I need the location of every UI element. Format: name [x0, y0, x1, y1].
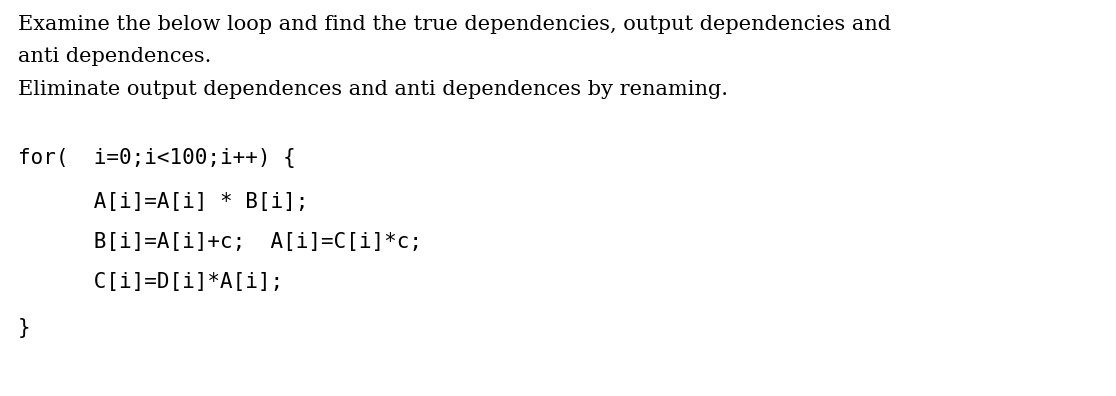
Text: C[i]=D[i]*A[i];: C[i]=D[i]*A[i];	[18, 272, 283, 292]
Text: anti dependences.: anti dependences.	[18, 47, 211, 66]
Text: Eliminate output dependences and anti dependences by renaming.: Eliminate output dependences and anti de…	[18, 80, 728, 99]
Text: A[i]=A[i] * B[i];: A[i]=A[i] * B[i];	[18, 192, 308, 212]
Text: Examine the below loop and find the true dependencies, output dependencies and: Examine the below loop and find the true…	[18, 15, 891, 34]
Text: }: }	[18, 318, 30, 338]
Text: for(  i=0;i<100;i++) {: for( i=0;i<100;i++) {	[18, 148, 296, 168]
Text: B[i]=A[i]+c;  A[i]=C[i]*c;: B[i]=A[i]+c; A[i]=C[i]*c;	[18, 232, 422, 252]
